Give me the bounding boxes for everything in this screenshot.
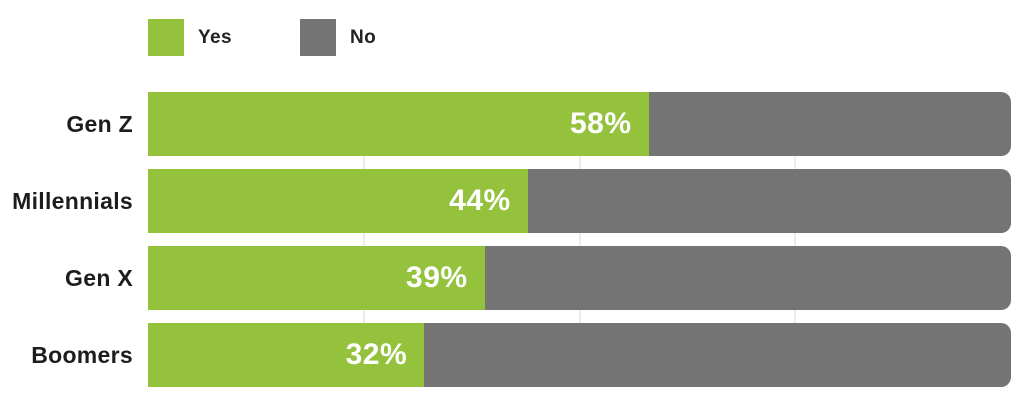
bar-yes-segment: 32% [148,323,425,387]
bar-row-gen-z: 58% [148,92,1011,156]
bar-value-label: 39% [406,261,468,294]
plot-area: 58% 44% 39% 32% [148,92,1011,387]
gridline-25 [362,92,365,387]
gridline-75 [794,92,797,387]
category-label-boomers: Boomers [31,342,133,368]
legend-swatch-yes [148,19,184,56]
legend-label-yes: Yes [198,26,232,48]
category-label-millennials: Millennials [12,188,133,214]
bar-row-millennials: 44% [148,169,1011,233]
bar-row-boomers: 32% [148,323,1011,387]
bar-value-label: 32% [345,338,408,371]
bar-yes-segment: 39% [148,246,485,310]
legend-item-no: No [299,19,377,56]
legend-label-no: No [349,26,377,48]
bar-value-label: 44% [449,184,511,217]
legend: Yes No [148,19,376,56]
bar-yes-segment: 44% [148,169,528,233]
bar-value-label: 58% [569,107,632,140]
gridline-50 [578,92,581,387]
legend-item-yes: Yes [148,19,232,56]
legend-swatch-no [299,19,336,56]
category-label-gen-z: Gen Z [66,111,133,137]
bar-row-gen-x: 39% [148,246,1011,310]
category-label-gen-x: Gen X [65,265,133,291]
bar-yes-segment: 58% [148,92,649,156]
